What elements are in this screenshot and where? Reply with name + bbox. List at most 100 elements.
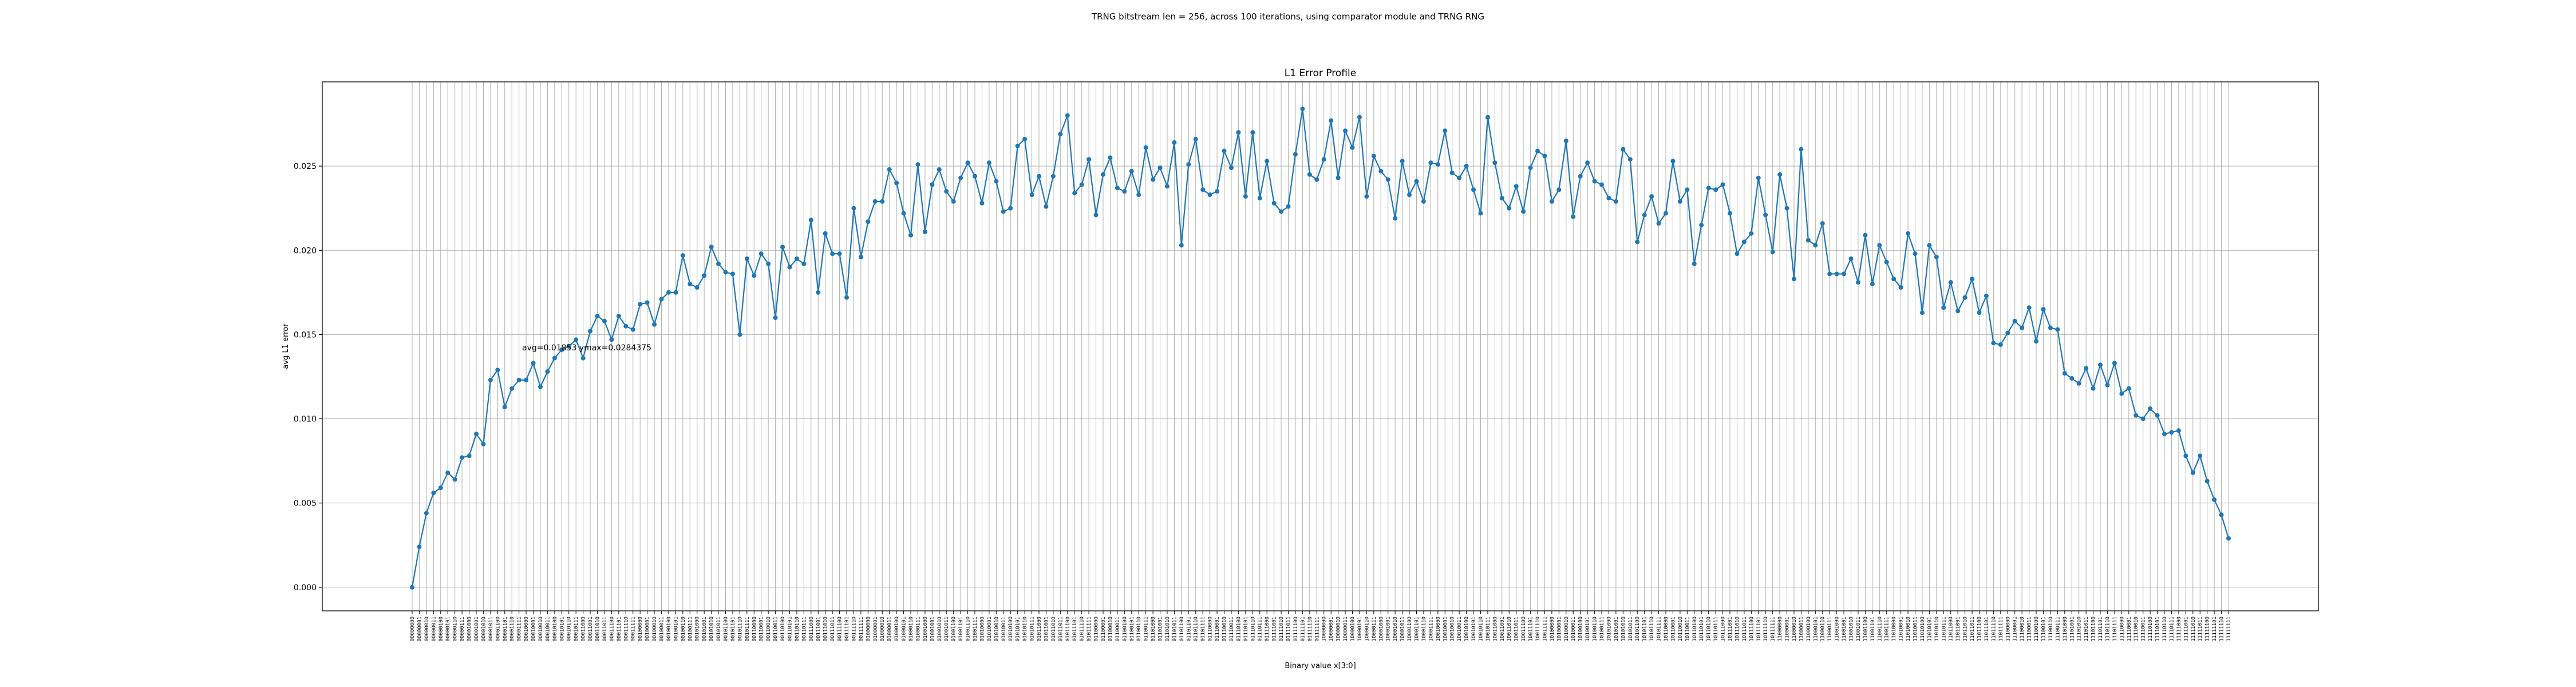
x-tick-label: 00101110 xyxy=(737,617,743,641)
data-point xyxy=(794,256,799,261)
data-point xyxy=(1585,160,1590,165)
data-point xyxy=(2134,413,2139,418)
x-tick-label: 11001101 xyxy=(1870,617,1876,641)
data-point xyxy=(1143,145,1148,150)
x-tick-label: 10000011 xyxy=(1343,617,1349,641)
data-point xyxy=(1991,341,1996,346)
data-point xyxy=(424,511,429,516)
x-tick-label: 11101100 xyxy=(2091,617,2097,641)
data-point xyxy=(2055,327,2060,332)
x-tick-label: 01110101 xyxy=(1243,617,1249,641)
data-point xyxy=(1962,295,1967,300)
x-tick-label: 00011100 xyxy=(609,617,615,641)
x-axis: 00000000 00000001 00000010 00000011 00000100… xyxy=(410,611,2232,641)
x-tick-label: 01101101 xyxy=(1186,617,1192,641)
data-point xyxy=(588,329,593,334)
x-tick-label: 10011101 xyxy=(1528,617,1534,641)
x-tick-label: 00110100 xyxy=(780,617,786,641)
data-point xyxy=(467,453,472,459)
x-tick-label: 00000111 xyxy=(460,617,465,641)
x-tick-label: 11110111 xyxy=(2169,617,2175,641)
data-point xyxy=(473,432,479,437)
x-tick-label: 11111111 xyxy=(2226,617,2232,641)
data-point xyxy=(2098,362,2103,368)
data-point xyxy=(1293,152,1298,157)
data-point xyxy=(509,386,515,391)
data-point xyxy=(1906,231,1911,236)
data-point xyxy=(1955,309,1961,314)
x-tick-label: 10101101 xyxy=(1642,617,1648,641)
x-tick-label: 01110111 xyxy=(1258,617,1263,641)
x-tick-label: 11011010 xyxy=(1963,617,1969,641)
x-tick-label: 10011011 xyxy=(1514,617,1520,641)
data-point xyxy=(1086,157,1092,162)
data-point xyxy=(531,361,536,366)
x-tick-label: 00001101 xyxy=(503,617,508,641)
x-tick-label: 01000110 xyxy=(908,617,914,641)
x-tick-label: 01010000 xyxy=(979,617,985,641)
data-point xyxy=(1535,148,1540,153)
x-tick-label: 00000100 xyxy=(438,617,444,641)
data-point xyxy=(2012,318,2017,323)
series-markers xyxy=(410,106,2231,590)
data-point xyxy=(1692,261,1697,266)
x-tick-label: 00001111 xyxy=(517,617,523,641)
series-line xyxy=(411,108,2230,587)
x-tick-label: 11111001 xyxy=(2183,617,2189,641)
data-point xyxy=(1329,118,1334,123)
x-tick-label: 11111010 xyxy=(2191,617,2196,641)
x-tick-label: 10100011 xyxy=(1571,617,1577,641)
data-point xyxy=(1307,172,1312,177)
x-tick-label: 01100011 xyxy=(1115,617,1121,641)
x-tick-label: 01000010 xyxy=(880,617,886,641)
data-point xyxy=(652,322,657,327)
x-tick-label: 00100100 xyxy=(666,617,672,641)
x-tick-label: 00110010 xyxy=(766,617,772,641)
data-point xyxy=(1457,175,1462,180)
data-point xyxy=(1870,282,1875,287)
data-point xyxy=(1485,114,1490,120)
x-tick-label: 11000000 xyxy=(1777,617,1783,641)
x-tick-label: 11111100 xyxy=(2205,617,2211,641)
data-point xyxy=(1763,212,1768,218)
data-point xyxy=(1791,277,1796,282)
data-point xyxy=(580,356,586,361)
x-tick-label: 01001110 xyxy=(966,617,971,641)
data-point xyxy=(2119,391,2124,396)
x-tick-label: 10111100 xyxy=(1749,617,1755,641)
x-tick-label: 10110101 xyxy=(1699,617,1705,641)
data-point xyxy=(1271,200,1277,206)
x-tick-label: 10111110 xyxy=(1763,617,1769,641)
data-point xyxy=(1756,175,1761,180)
data-point xyxy=(1977,310,1982,315)
x-tick-label: 11111110 xyxy=(2219,617,2225,641)
data-point xyxy=(630,327,635,332)
x-tick-label: 00001001 xyxy=(474,617,480,641)
data-point xyxy=(894,180,899,185)
data-point xyxy=(994,179,999,184)
data-point xyxy=(1236,130,1241,135)
x-tick-label: 11110000 xyxy=(2119,617,2125,641)
data-point xyxy=(1549,199,1554,204)
data-point xyxy=(1578,173,1583,179)
data-point xyxy=(1428,160,1433,165)
y-tick-label: 0.000 xyxy=(294,583,317,593)
x-tick-label: 01101110 xyxy=(1194,617,1199,641)
x-tick-label: 00110001 xyxy=(759,617,765,641)
x-tick-label: 01100111 xyxy=(1144,617,1149,641)
data-point xyxy=(1371,153,1376,159)
data-point xyxy=(1941,305,1946,310)
x-tick-label: 10001011 xyxy=(1400,617,1406,641)
data-point xyxy=(801,261,807,266)
data-point xyxy=(823,231,828,236)
x-tick-label: 11011111 xyxy=(1998,617,2004,641)
x-tick-label: 00011010 xyxy=(595,617,601,641)
data-point xyxy=(1699,223,1704,228)
data-point xyxy=(1179,243,1184,248)
x-tick-label: 11101110 xyxy=(2105,617,2111,641)
data-point xyxy=(979,200,985,206)
x-tick-label: 10011001 xyxy=(1500,617,1506,641)
data-point xyxy=(1222,148,1227,153)
data-point xyxy=(1449,170,1455,175)
